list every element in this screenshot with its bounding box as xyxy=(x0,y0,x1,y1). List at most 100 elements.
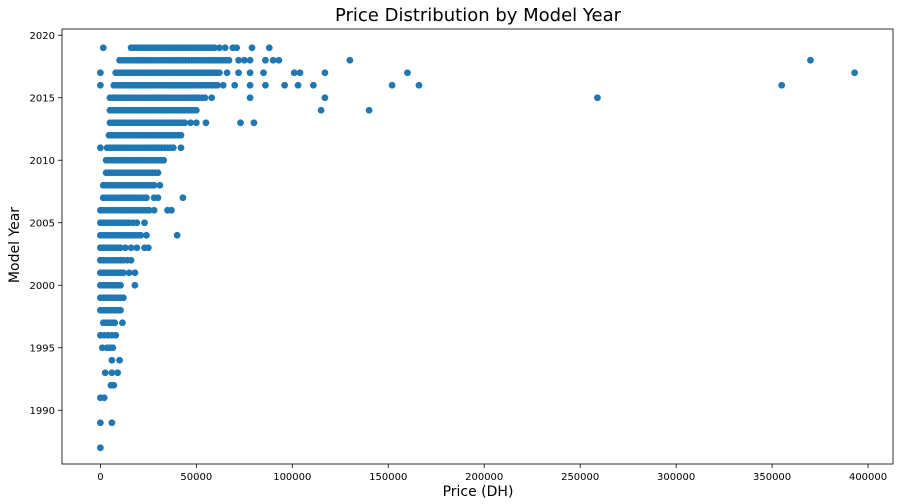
data-point xyxy=(214,81,221,89)
data-point xyxy=(246,69,254,77)
data-point xyxy=(778,81,786,89)
data-point xyxy=(246,56,254,64)
data-point xyxy=(221,44,229,52)
x-axis-label: Price (DH) xyxy=(443,484,514,500)
data-point xyxy=(110,381,118,389)
data-point xyxy=(296,69,304,77)
data-point xyxy=(98,344,106,352)
data-point xyxy=(143,194,150,202)
data-point xyxy=(404,69,411,77)
data-point xyxy=(246,94,254,102)
data-point xyxy=(108,369,116,377)
data-point xyxy=(321,94,329,102)
data-point xyxy=(156,181,164,189)
y-tick-label: 2010 xyxy=(30,156,55,167)
x-tick-label: 350000 xyxy=(753,472,791,483)
data-point xyxy=(96,69,104,77)
data-point xyxy=(120,269,127,277)
data-point xyxy=(223,69,231,77)
data-point xyxy=(231,81,239,89)
x-tick-label: 150000 xyxy=(369,472,407,483)
data-point xyxy=(125,269,133,277)
data-point xyxy=(365,106,373,114)
data-point xyxy=(150,181,158,189)
data-point xyxy=(96,81,104,89)
data-point xyxy=(225,56,233,64)
data-point xyxy=(121,244,129,252)
data-point xyxy=(160,156,168,164)
data-point xyxy=(275,56,283,64)
data-point xyxy=(181,119,189,127)
data-point xyxy=(131,281,139,289)
data-point xyxy=(154,194,162,202)
data-point xyxy=(201,94,209,102)
data-point xyxy=(154,169,162,177)
data-point xyxy=(235,56,242,64)
data-point xyxy=(150,206,158,214)
data-point xyxy=(100,394,108,402)
data-point xyxy=(96,444,104,452)
data-point xyxy=(211,44,218,52)
data-point xyxy=(346,56,354,64)
data-point xyxy=(208,94,216,102)
y-tick-label: 2020 xyxy=(30,31,55,42)
data-point xyxy=(219,81,227,89)
data-point xyxy=(415,81,423,89)
data-point xyxy=(269,56,277,64)
data-point xyxy=(215,44,223,52)
data-point xyxy=(144,244,152,252)
data-point xyxy=(177,131,185,139)
x-axis-ticks: 0 50000 100000 150000 200000 250000 300000 3500… xyxy=(97,464,887,483)
y-tick-label: 2015 xyxy=(30,93,55,104)
data-point xyxy=(114,369,122,377)
data-point xyxy=(388,81,396,89)
data-point xyxy=(137,231,145,239)
data-point xyxy=(133,219,141,227)
data-point xyxy=(265,44,273,52)
data-point xyxy=(111,319,119,327)
data-point xyxy=(133,244,141,252)
data-point xyxy=(131,269,139,277)
x-tick-label: 100000 xyxy=(273,472,311,483)
data-point xyxy=(143,231,150,239)
y-tick-label: 2005 xyxy=(30,218,55,229)
data-point xyxy=(262,81,269,89)
data-point xyxy=(117,281,124,289)
data-point xyxy=(237,119,244,127)
y-tick-label: 1990 xyxy=(30,406,55,417)
data-point xyxy=(108,419,116,427)
data-point xyxy=(108,356,116,364)
data-point xyxy=(240,56,248,64)
data-point xyxy=(101,369,109,377)
y-tick-label: 2000 xyxy=(30,281,55,292)
plot-frame xyxy=(61,28,894,465)
data-point xyxy=(187,119,194,127)
y-axis-label: Model Year xyxy=(7,207,23,283)
data-point xyxy=(310,81,317,89)
data-point xyxy=(119,319,126,327)
data-point xyxy=(179,194,187,202)
x-tick-label: 300000 xyxy=(657,472,695,483)
data-point xyxy=(127,256,135,264)
data-point xyxy=(167,206,175,214)
data-point xyxy=(112,331,120,339)
x-tick-label: 250000 xyxy=(561,472,599,483)
x-tick-label: 200000 xyxy=(465,472,503,483)
data-point xyxy=(294,81,302,89)
chart-title: Price Distribution by Model Year xyxy=(335,5,622,26)
data-point xyxy=(807,56,814,64)
data-point xyxy=(117,244,124,252)
data-point xyxy=(192,119,200,127)
data-point xyxy=(120,294,127,302)
data-point xyxy=(127,244,135,252)
data-point xyxy=(192,106,200,114)
data-point xyxy=(202,119,210,127)
data-point xyxy=(281,81,289,89)
x-tick-label: 0 xyxy=(97,472,103,483)
y-tick-label: 1995 xyxy=(30,343,55,354)
data-point xyxy=(233,44,241,52)
x-tick-label: 400000 xyxy=(849,472,887,483)
data-point xyxy=(173,231,181,239)
data-point xyxy=(248,44,256,52)
